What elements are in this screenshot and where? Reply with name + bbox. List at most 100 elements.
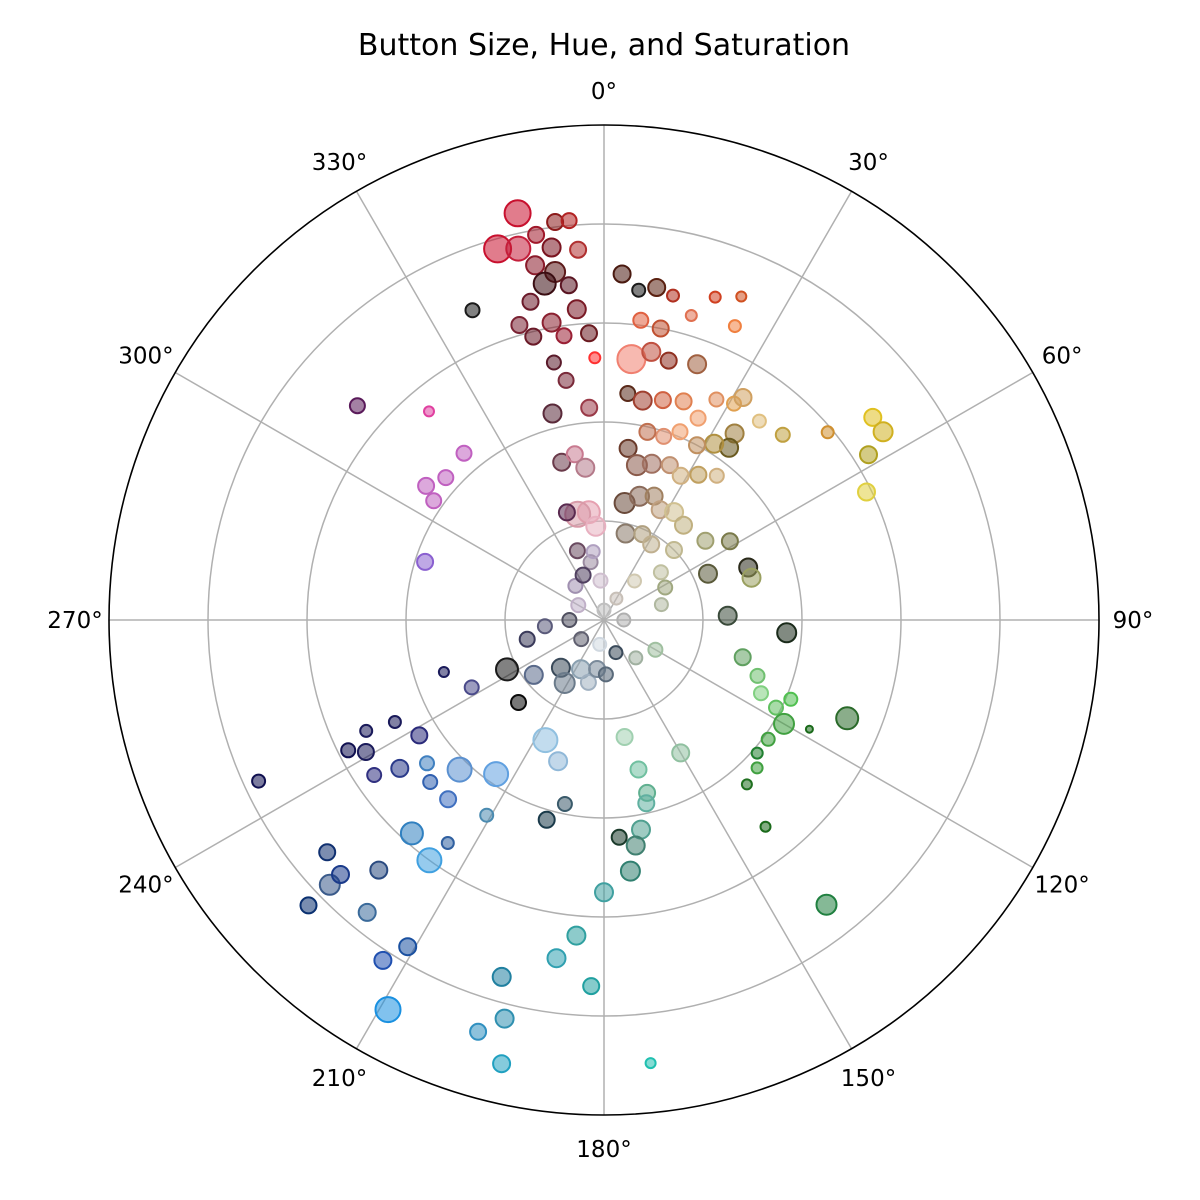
data-point: [417, 476, 436, 495]
chart-title: Button Size, Hue, and Saturation: [358, 28, 850, 63]
data-point: [541, 237, 562, 258]
data-point: [749, 667, 766, 684]
data-point: [579, 673, 597, 691]
data-point: [596, 602, 612, 618]
angle-tick-label: 90°: [1113, 608, 1154, 634]
data-point: [463, 679, 480, 696]
data-point: [619, 860, 641, 882]
data-point: [608, 645, 624, 661]
data-point: [556, 796, 573, 812]
data-point: [479, 807, 495, 823]
data-point: [859, 445, 878, 465]
data-points: [251, 199, 894, 1074]
data-point: [510, 316, 529, 334]
data-point: [575, 457, 596, 478]
angle-tick-label: 0°: [591, 79, 617, 105]
data-point: [492, 1054, 512, 1074]
data-point: [857, 482, 876, 502]
data-point: [768, 699, 784, 716]
data-point: [647, 641, 664, 658]
data-point: [740, 778, 753, 791]
data-point: [625, 835, 646, 856]
data-point: [410, 726, 429, 745]
data-point: [689, 465, 708, 484]
angle-tick-label: 180°: [576, 1137, 631, 1163]
data-point: [619, 385, 637, 402]
data-point: [423, 405, 435, 418]
angle-tick-label: 330°: [312, 150, 367, 176]
data-point: [525, 255, 546, 276]
data-point: [783, 691, 799, 707]
data-point: [553, 672, 576, 694]
data-point: [483, 761, 510, 788]
data-point: [495, 657, 519, 682]
data-point: [510, 694, 527, 711]
data-point: [674, 515, 693, 535]
data-point: [592, 572, 609, 589]
angular-gridline: [603, 619, 853, 1050]
data-point: [588, 351, 602, 365]
data-point: [251, 773, 267, 789]
data-point: [565, 445, 584, 464]
data-point: [532, 727, 559, 754]
data-point: [664, 502, 685, 523]
data-point: [741, 567, 762, 588]
data-point: [494, 1008, 515, 1029]
data-point: [751, 413, 767, 429]
data-point: [815, 893, 838, 916]
data-point: [641, 453, 662, 474]
data-point: [570, 597, 587, 614]
data-point: [422, 774, 439, 790]
data-point: [750, 746, 764, 760]
data-point: [503, 199, 532, 228]
data-point: [318, 843, 337, 862]
data-point: [580, 398, 599, 417]
data-point: [568, 542, 586, 560]
data-point: [671, 423, 689, 441]
data-point: [416, 552, 435, 571]
angle-tick-labels: 0° 30° 60° 90° 120° 150° 180° 210° 240° 270° 300° 3…: [47, 79, 1153, 1163]
data-point: [566, 299, 587, 320]
angle-tick-label: 120°: [1034, 873, 1089, 899]
data-point: [657, 579, 674, 596]
data-point: [439, 790, 458, 809]
data-point: [416, 847, 443, 874]
data-point: [631, 282, 647, 298]
data-point: [359, 723, 374, 738]
data-point: [671, 743, 691, 763]
data-point: [373, 950, 393, 970]
data-point: [872, 421, 894, 443]
data-point: [469, 1022, 488, 1041]
data-point: [541, 312, 562, 333]
data-point: [644, 1057, 657, 1070]
angular-gridline: [603, 371, 1034, 621]
data-point: [733, 388, 753, 407]
data-point: [521, 292, 540, 311]
data-point: [464, 302, 481, 319]
data-point: [527, 225, 546, 244]
data-point: [566, 925, 587, 946]
data-point: [545, 354, 562, 371]
data-point: [552, 452, 572, 472]
data-point: [632, 311, 650, 329]
data-point: [628, 650, 644, 666]
data-point: [660, 456, 679, 475]
data-point: [774, 426, 791, 443]
data-point: [804, 724, 814, 734]
data-point: [704, 433, 725, 454]
angle-tick-label: 300°: [118, 344, 173, 370]
data-point: [696, 531, 715, 550]
data-point: [616, 612, 632, 628]
data-point: [569, 240, 588, 259]
data-point: [419, 755, 435, 772]
angular-gridline: [603, 619, 1034, 869]
data-point: [835, 706, 860, 731]
data-point: [708, 391, 725, 408]
data-point: [760, 731, 776, 747]
data-point: [759, 820, 772, 833]
data-point: [773, 712, 795, 735]
data-point: [651, 319, 670, 338]
data-point: [688, 436, 706, 455]
data-point: [340, 742, 357, 759]
